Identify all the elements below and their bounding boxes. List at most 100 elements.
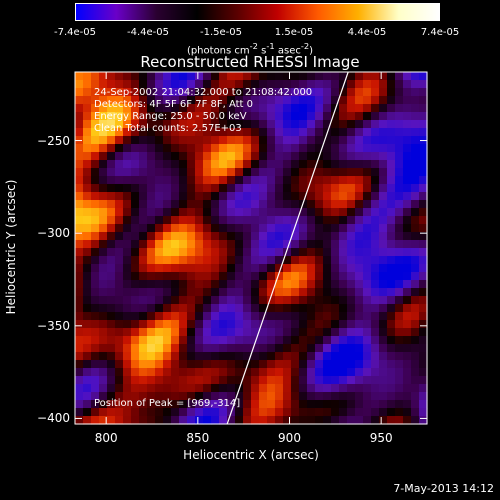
heatmap-cell	[107, 224, 116, 233]
heatmap-cell	[379, 160, 388, 169]
heatmap-cell	[155, 416, 164, 425]
heatmap-cell	[203, 248, 212, 257]
heatmap-cell	[139, 328, 148, 337]
heatmap-cell	[163, 392, 172, 401]
heatmap-cell	[123, 160, 132, 169]
heatmap-cell	[379, 176, 388, 185]
heatmap-cell	[323, 72, 332, 81]
heatmap-cell	[139, 280, 148, 289]
heatmap-cell	[339, 312, 348, 321]
heatmap-cell	[411, 200, 420, 209]
heatmap-cell	[243, 376, 252, 385]
timestamp: 7-May-2013 14:12	[393, 482, 494, 495]
heatmap-cell	[251, 368, 260, 377]
heatmap-cell	[227, 288, 236, 297]
heatmap-cell	[403, 88, 412, 97]
heatmap-cell	[275, 184, 284, 193]
heatmap-cell	[291, 160, 300, 169]
heatmap-cell	[371, 384, 380, 393]
heatmap-cell	[195, 72, 204, 81]
heatmap-cell	[331, 344, 340, 353]
heatmap-cell	[75, 248, 84, 257]
heatmap-cell	[203, 216, 212, 225]
heatmap-cell	[115, 264, 124, 273]
heatmap-cell	[147, 344, 156, 353]
heatmap-cell	[171, 288, 180, 297]
heatmap-cell	[275, 264, 284, 273]
heatmap-cell	[379, 264, 388, 273]
heatmap-cell	[323, 344, 332, 353]
heatmap-cell	[195, 104, 204, 113]
heatmap-cell	[355, 136, 364, 145]
heatmap-cell	[299, 120, 308, 129]
heatmap-cell	[83, 296, 92, 305]
heatmap-cell	[179, 360, 188, 369]
heatmap-cell	[379, 352, 388, 361]
heatmap-cell	[363, 240, 372, 249]
heatmap-cell	[355, 176, 364, 185]
heatmap-cell	[347, 240, 356, 249]
heatmap-cell	[259, 96, 268, 105]
heatmap-cell	[283, 264, 292, 273]
heatmap-cell	[115, 120, 124, 129]
heatmap-cell	[323, 216, 332, 225]
heatmap-cell	[83, 240, 92, 249]
heatmap-cell	[115, 400, 124, 409]
heatmap-cell	[163, 128, 172, 137]
heatmap-cell	[259, 112, 268, 121]
heatmap-cell	[275, 112, 284, 121]
heatmap-cell	[131, 232, 140, 241]
heatmap-cell	[339, 376, 348, 385]
heatmap-cell	[139, 304, 148, 313]
heatmap-cell	[211, 80, 220, 89]
heatmap-cell	[283, 336, 292, 345]
heatmap-cell	[107, 416, 116, 425]
heatmap-cell	[307, 376, 316, 385]
heatmap-cell	[259, 88, 268, 97]
heatmap-cell	[123, 352, 132, 361]
heatmap-cell	[283, 272, 292, 281]
heatmap-cell	[275, 288, 284, 297]
heatmap-cell	[243, 408, 252, 417]
heatmap-cell	[195, 152, 204, 161]
heatmap-cell	[251, 248, 260, 257]
heatmap-cell	[339, 368, 348, 377]
heatmap-cell	[227, 296, 236, 305]
heatmap-cell	[115, 128, 124, 137]
heatmap-cell	[419, 248, 428, 257]
heatmap-cell	[411, 312, 420, 321]
heatmap-cell	[411, 408, 420, 417]
heatmap-cell	[363, 272, 372, 281]
heatmap-cell	[387, 344, 396, 353]
heatmap-cell	[331, 304, 340, 313]
heatmap-cell	[315, 144, 324, 153]
heatmap-cell	[187, 288, 196, 297]
heatmap-cell	[123, 296, 132, 305]
heatmap-cell	[339, 288, 348, 297]
heatmap-cell	[411, 368, 420, 377]
heatmap-cell	[259, 136, 268, 145]
heatmap-cell	[315, 256, 324, 265]
heatmap-cell	[155, 352, 164, 361]
heatmap-cell	[91, 400, 100, 409]
heatmap-cell	[107, 112, 116, 121]
heatmap-cell	[187, 112, 196, 121]
heatmap-cell	[307, 216, 316, 225]
heatmap-cell	[251, 344, 260, 353]
annotation-energy: Energy Range: 25.0 - 50.0 keV	[94, 111, 247, 122]
heatmap-cell	[171, 72, 180, 81]
heatmap-cell	[419, 96, 428, 105]
heatmap-cell	[299, 304, 308, 313]
heatmap-cell	[179, 328, 188, 337]
heatmap-cell	[187, 312, 196, 321]
heatmap-cell	[371, 320, 380, 329]
heatmap-cell	[107, 160, 116, 169]
heatmap-cell	[235, 312, 244, 321]
heatmap-cell	[411, 152, 420, 161]
heatmap-cell	[395, 224, 404, 233]
heatmap-cell	[379, 240, 388, 249]
heatmap-cell	[411, 192, 420, 201]
heatmap-cell	[179, 400, 188, 409]
heatmap-cell	[411, 184, 420, 193]
heatmap-cell	[155, 176, 164, 185]
